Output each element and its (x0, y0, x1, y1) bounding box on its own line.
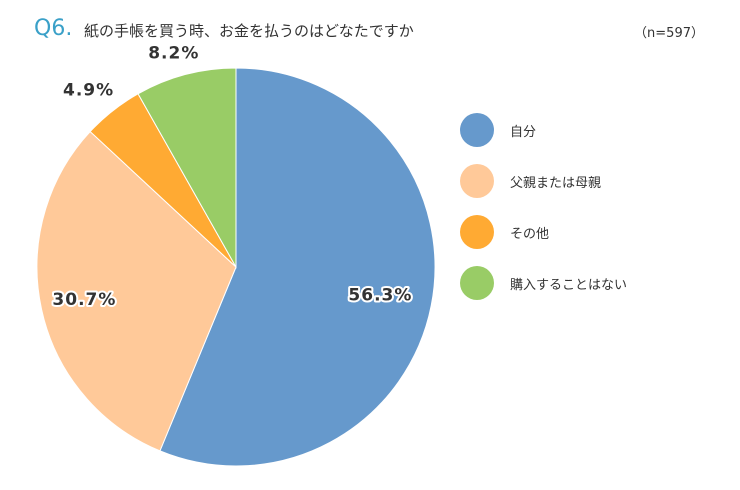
slice-label-parents: 30.7% (52, 290, 116, 310)
slice-label-self: 56.3% (348, 286, 412, 306)
legend-label: 購入することはない (510, 277, 628, 293)
legend-label: 自分 (510, 124, 537, 140)
legend-swatch (460, 164, 494, 198)
legend-label: 父親または母親 (510, 175, 602, 191)
slice-label-never-buy: 8.2% (148, 43, 199, 63)
legend-item-never-buy: 購入することはない (460, 266, 627, 300)
legend-item-other: その他 (460, 215, 627, 249)
pie-slice-never-buy (137, 67, 237, 269)
question-number: Q6. (34, 16, 73, 41)
slice-label-other: 4.9% (63, 81, 114, 101)
legend-swatch (460, 266, 494, 300)
pie-slice-self (159, 67, 436, 467)
legend-item-parents: 父親または母親 (460, 164, 627, 198)
sample-size: （n=597） (634, 26, 704, 41)
legend-swatch (460, 215, 494, 249)
pie-slice-parents (36, 130, 237, 452)
legend: 自分 父親または母親 その他 購入することはない (460, 113, 627, 317)
chart-title: 紙の手帳を買う時、お金を払うのはどなたですか (84, 22, 414, 40)
legend-swatch (460, 113, 494, 147)
legend-label: その他 (510, 226, 550, 242)
legend-item-self: 自分 (460, 113, 627, 147)
